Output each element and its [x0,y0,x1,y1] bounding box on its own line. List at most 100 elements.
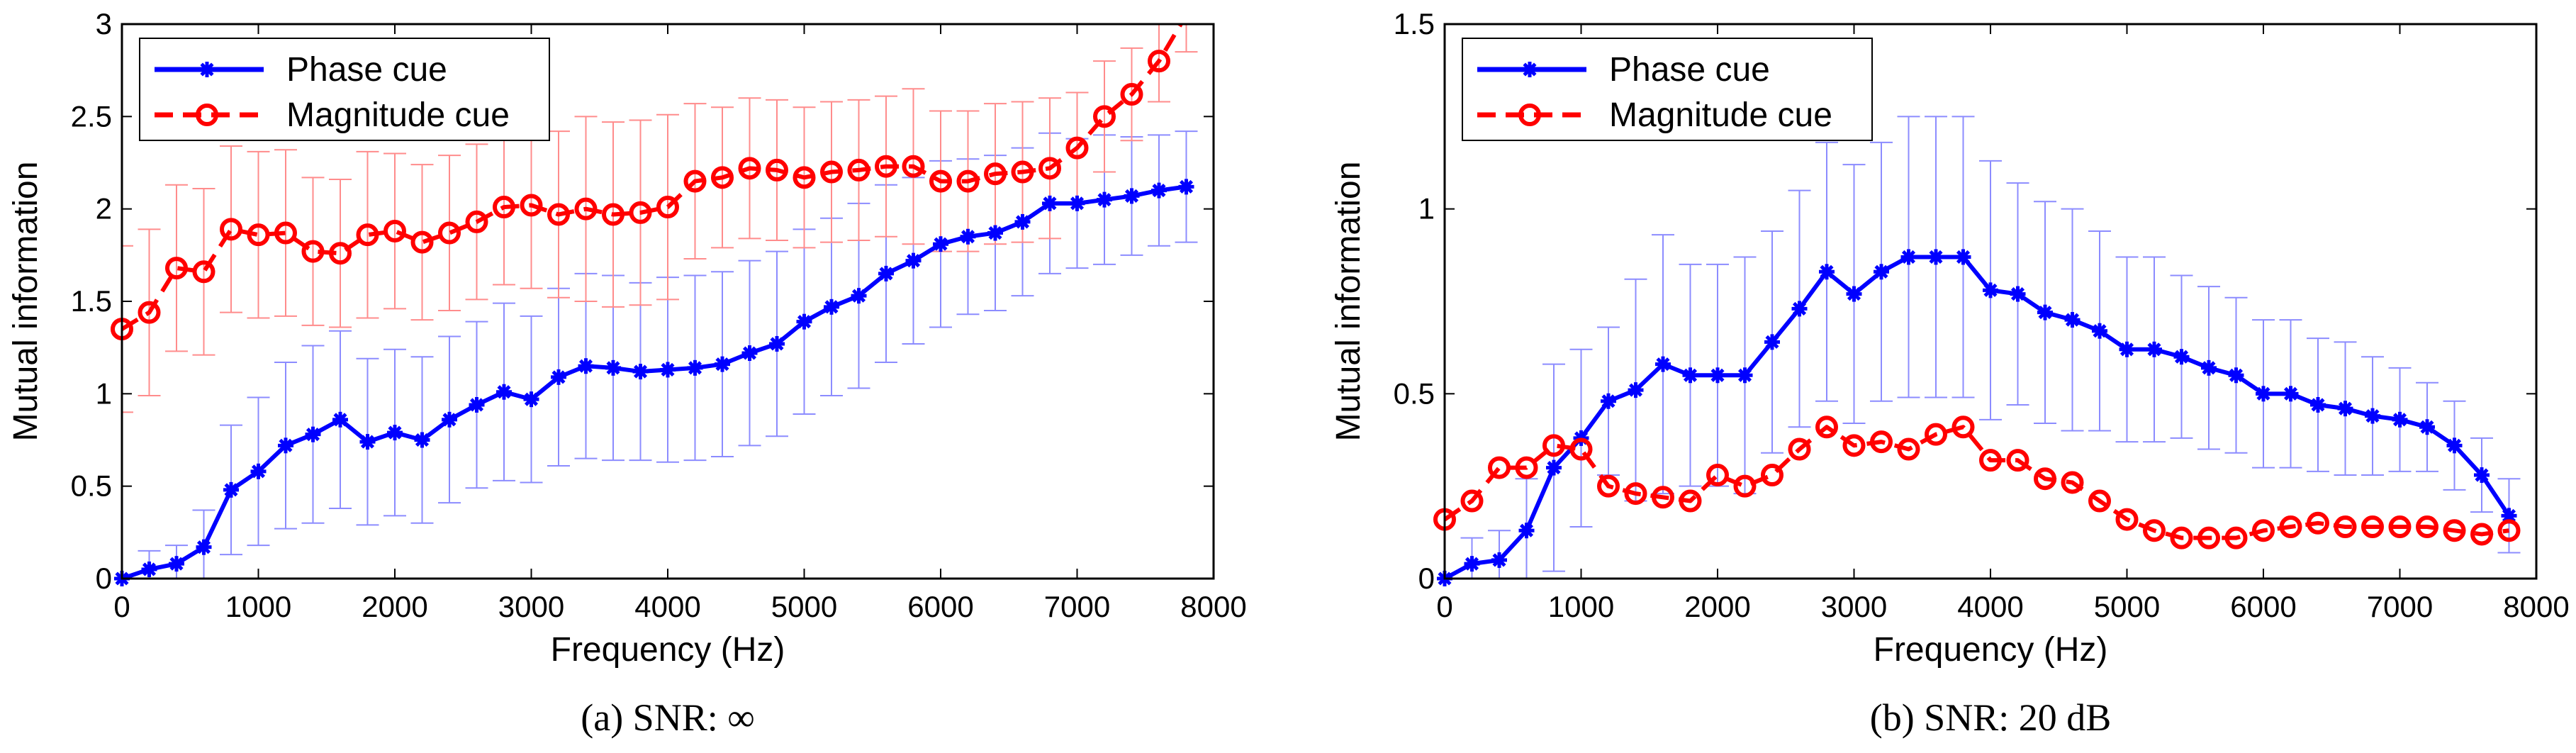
magnitude-cue-point [1815,415,1838,439]
x-tick-label: 4000 [634,590,700,623]
magnitude-cue-point [793,166,816,189]
phase-cue-point [933,236,948,252]
x-axis-label: Frequency (Hz) [551,631,785,669]
magnitude-cue-point [1897,437,1920,461]
magnitude-cue-error-bar [410,164,434,321]
magnitude-cue-point [2197,526,2220,550]
legend-asterisk-icon [1522,62,1538,77]
phase-cue-point [2337,401,2353,417]
phase-cue-point [578,358,594,374]
magnitude-cue-point [2006,449,2029,472]
phase-cue-point [1151,182,1167,199]
phase-cue-point [442,411,457,428]
magnitude-cue-error-bar [192,187,215,356]
magnitude-cue-error-bar [383,152,406,310]
magnitude-cue-point [465,210,488,233]
magnitude-cue-point [629,201,652,224]
x-tick-label: 7000 [1044,590,1110,623]
magnitude-cue-point [1733,474,1757,498]
phase-cue-point [987,225,1003,241]
phase-cue-point [141,561,157,577]
panel-a: 0 1000 2000 3000 4000 5000 6000 7000 8000 0 0.5 1 1.… [7,7,1247,739]
panel-caption: (a) SNR: ∞ [581,696,754,739]
phase-cue-point [1628,382,1644,398]
x-tick-label: 3000 [498,590,564,623]
magnitude-cue-error-bar [1093,60,1116,173]
phase-cue-point [1097,191,1112,208]
phase-cue-point [2092,323,2107,339]
phase-cue-point [1900,249,1917,265]
x-tick-label: 6000 [907,590,973,623]
magnitude-cue-point [329,242,352,265]
legend-circle-icon [1518,104,1541,126]
phase-cue-point [1737,367,1753,384]
magnitude-cue-point [1788,437,1811,461]
magnitude-cue-point [165,257,188,280]
magnitude-cue-point [547,203,570,226]
magnitude-cue-error-bar [329,178,352,328]
magnitude-cue-point [2279,515,2302,539]
magnitude-cue-point [1515,456,1538,479]
y-axis-label: Mutual information [1330,162,1367,442]
phase-cue-point [1655,356,1671,372]
magnitude-cue-point [2143,519,2166,542]
magnitude-cue-point [984,162,1007,186]
magnitude-cue-line [1445,425,2509,540]
phase-cue-point [332,411,348,428]
y-tick-label: 2 [96,192,112,225]
x-tick-label: 4000 [1957,590,2023,623]
magnitude-cue-point [1679,489,1702,513]
x-tick-label: 3000 [1821,590,1887,623]
magnitude-cue-point [1842,434,1866,457]
phase-cue-point [1178,179,1194,195]
phase-cue-point [1491,552,1507,568]
magnitude-cue-point [1093,105,1116,128]
magnitude-cue-point [220,218,242,241]
magnitude-cue-point [574,197,598,221]
magnitude-cue-point [1870,430,1893,454]
magnitude-cue-point [1542,434,1565,457]
magnitude-cue-point [1706,464,1729,487]
x-tick-label: 1000 [225,590,291,623]
y-tick-label: 1 [1418,192,1435,225]
magnitude-cue-point [2034,467,2056,491]
phase-cue-point [2010,286,2026,302]
magnitude-cue-point [2388,515,2412,539]
magnitude-cue-error-bar [220,145,242,313]
magnitude-cue-point [875,155,897,178]
magnitude-cue-error-bar [356,150,379,319]
y-tick-label: 0.5 [1394,376,1435,410]
magnitude-cue-point [2443,519,2466,542]
phase-cue-point [741,345,758,361]
phase-cue-line [1445,255,2511,579]
magnitude-cue-point [1120,83,1143,106]
magnitude-cue-point [2361,515,2384,539]
magnitude-cue-point [1488,456,1511,479]
phase-cue-point [2256,386,2271,402]
magnitude-cue-point [1011,160,1034,184]
phase-cue-point [2037,304,2053,320]
phase-cue-point [359,434,376,450]
magnitude-cue-point [929,169,952,193]
magnitude-cue-point [2497,519,2521,542]
phase-cue-point [2365,408,2380,424]
phase-cue-point [1069,195,1085,211]
x-tick-label: 2000 [1684,590,1750,623]
magnitude-cue-point [602,203,625,226]
x-tick-label: 8000 [1180,590,1246,623]
phase-cue-point [660,362,676,378]
x-tick-label: 1000 [1548,590,1614,623]
phase-cue-point [1764,334,1780,350]
magnitude-cue-point [2470,523,2493,546]
legend-label-phase: Phase cue [1609,51,1770,89]
phase-cue-point [715,356,730,372]
x-axis-label: Frequency (Hz) [1874,631,2108,669]
legend-label-magnitude: Magnitude cue [286,96,510,134]
x-tick-label: 7000 [2367,590,2433,623]
magnitude-cue-point [1951,415,1975,439]
magnitude-cue-point [2416,515,2438,539]
magnitude-cue-error-bar [1175,24,1198,53]
phase-cue-point [632,364,649,380]
magnitude-cue-error-bar [301,177,325,326]
